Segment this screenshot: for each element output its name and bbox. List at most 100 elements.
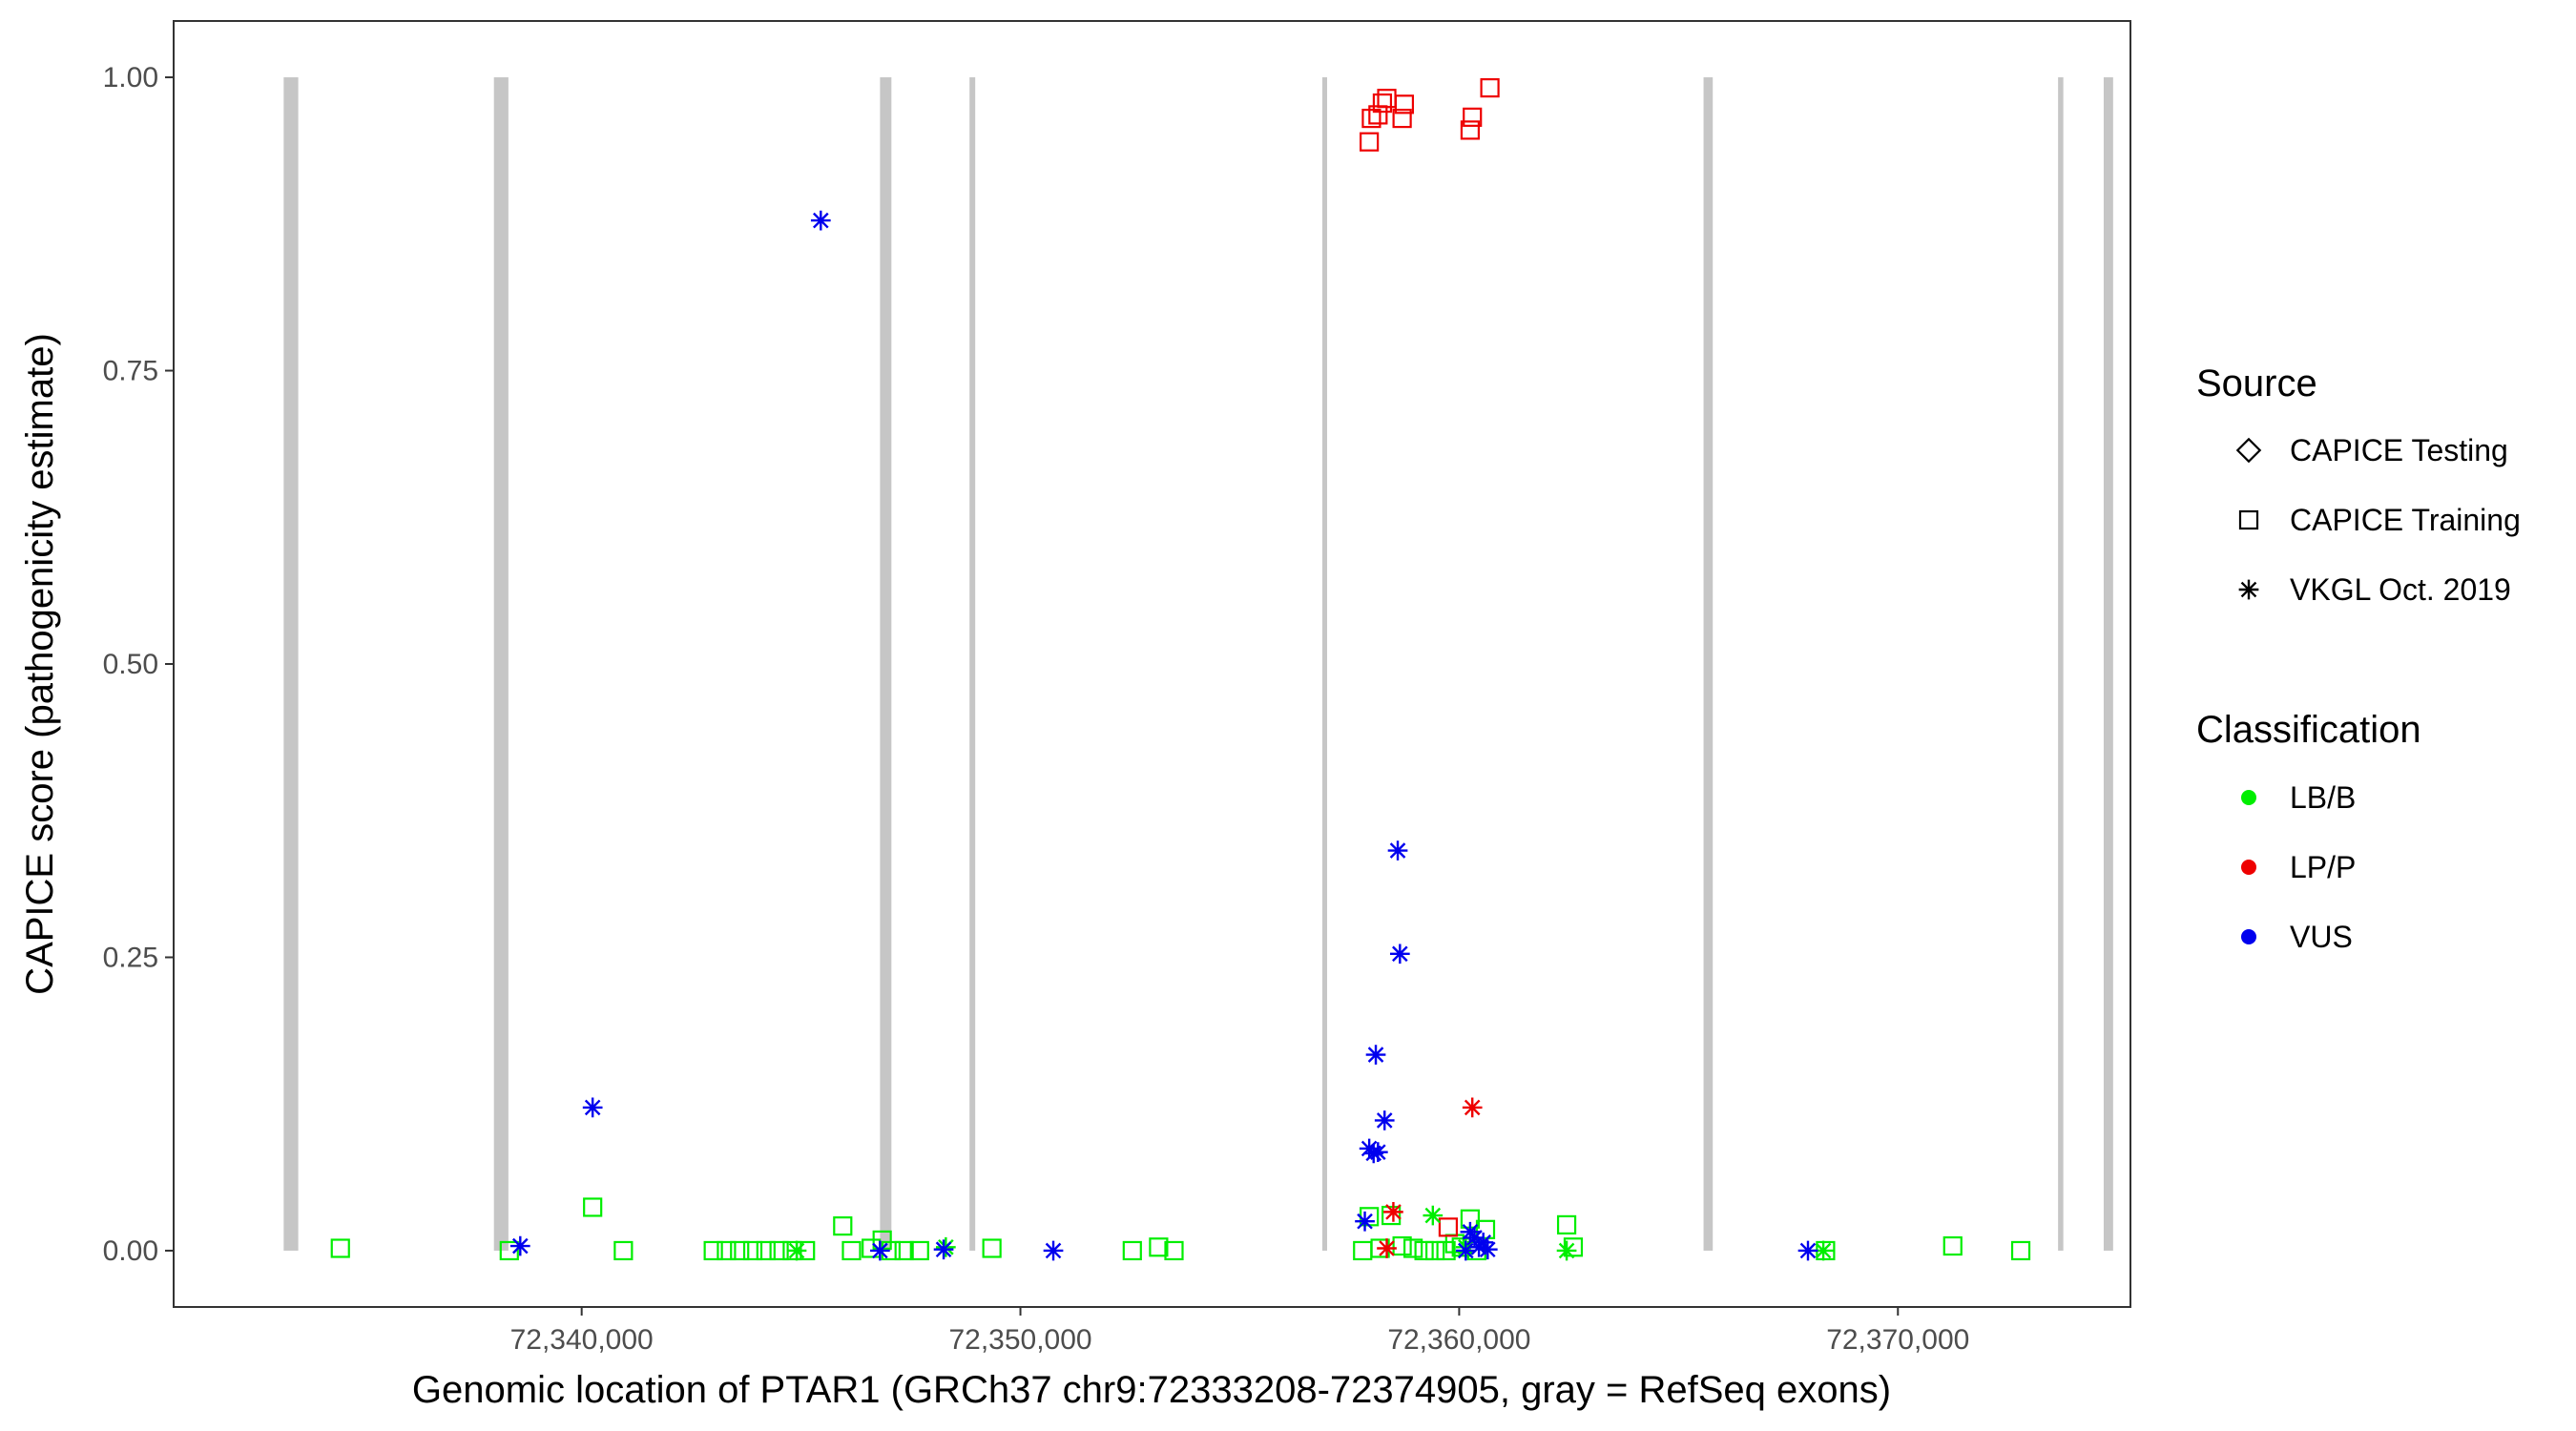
axes: 0.00 0.25 0.50 0.75 1.00 72,340,000 72,350,000… (103, 62, 1970, 1356)
capice-training-lb-b-point (756, 1240, 776, 1261)
exon-band (2103, 77, 2113, 1251)
vkgl-vus-point (1455, 1240, 1476, 1261)
x-tick-label: 72,340,000 (510, 1324, 654, 1356)
vkgl-vus-point (1363, 1143, 1384, 1164)
exon-band (493, 77, 509, 1251)
capice-training-lb-b-point (1414, 1240, 1434, 1261)
vkgl-lp-p-point (1462, 1097, 1483, 1118)
y-tick-label: 0.00 (103, 1235, 158, 1267)
vkgl-lp-p-point (1383, 1202, 1403, 1222)
capice-training-lb-b-point (841, 1240, 862, 1261)
y-tick-label: 0.75 (103, 356, 158, 387)
capice-training-lb-b-point (703, 1240, 723, 1261)
capice-training-lb-b-point (1149, 1237, 1169, 1257)
legend-classification-label: LP/P (2290, 850, 2356, 884)
vkgl-vus-point (1365, 1045, 1386, 1065)
y-tick-label: 0.50 (103, 649, 158, 680)
capice-training-lb-b-point (909, 1240, 929, 1261)
capice-training-lb-b-point (499, 1240, 519, 1261)
vkgl-lb-b-point (786, 1240, 807, 1261)
capice-training-lp-p-point (1372, 93, 1393, 114)
vkgl-vus-point (1374, 1110, 1395, 1130)
vkgl-vus-point (1387, 840, 1408, 861)
exon-band (283, 77, 299, 1251)
exon-bands (283, 77, 2113, 1251)
capice-training-lb-b-point (1942, 1235, 1963, 1256)
capice-training-lb-b-point (613, 1240, 634, 1261)
capice-training-lb-b-point (717, 1240, 737, 1261)
vkgl-vus-point (1043, 1240, 1064, 1261)
vkgl-vus-point (509, 1235, 530, 1256)
x-tick-label: 72,360,000 (1387, 1324, 1530, 1356)
legend-source-label: VKGL Oct. 2019 (2290, 572, 2511, 607)
capice-training-lb-b-point (1475, 1219, 1496, 1239)
capice-training-lb-b-point (1381, 1205, 1402, 1226)
legend-classification-items: LB/B LP/P VUS (2241, 780, 2356, 954)
legend-classification-label: VUS (2290, 920, 2353, 954)
capice-training-lp-p-point (1460, 120, 1481, 140)
legend-square-key (2238, 509, 2259, 530)
vkgl-lp-p-point (1377, 1238, 1397, 1258)
legend-color-key (2241, 790, 2256, 805)
vkgl-vus-point (1367, 1142, 1388, 1162)
vkgl-vus-point (1355, 1211, 1375, 1232)
vkgl-vus-point (1473, 1233, 1494, 1253)
vkgl-lb-b-point (1813, 1240, 1834, 1261)
legend-color-key (2241, 929, 2256, 944)
vkgl-vus-point (810, 210, 831, 231)
capice-training-lb-b-point (833, 1216, 853, 1236)
vkgl-vus-point (1797, 1240, 1818, 1261)
exon-band (969, 77, 976, 1251)
legend-source-label: CAPICE Testing (2290, 433, 2508, 467)
exon-band (1703, 77, 1714, 1251)
legend-classification-title: Classification (2196, 709, 2421, 751)
capice-training-lb-b-point (583, 1197, 603, 1217)
x-tick-label: 72,350,000 (948, 1324, 1091, 1356)
vkgl-vus-point (870, 1240, 890, 1261)
x-tick-label: 72,370,000 (1826, 1324, 1969, 1356)
capice-training-lb-b-point (2010, 1240, 2031, 1261)
legend-color-key (2241, 860, 2256, 875)
exon-band (2058, 77, 2064, 1251)
y-tick-label: 0.25 (103, 942, 158, 973)
capice-training-lb-b-point (730, 1240, 750, 1261)
legend-diamond-key (2235, 437, 2262, 464)
capice-training-lb-b-point (1403, 1238, 1423, 1258)
capice-training-lp-p-point (1438, 1217, 1459, 1237)
capice-training-lb-b-point (894, 1240, 914, 1261)
exon-band (880, 77, 892, 1251)
capice-training-lp-p-point (1392, 108, 1412, 129)
legend-classification-label: LB/B (2290, 780, 2356, 815)
legend-source-title: Source (2196, 363, 2317, 404)
capice-training-lb-b-point (982, 1238, 1002, 1258)
capice-training-lb-b-point (1425, 1240, 1445, 1261)
legend-asterisk-key (2238, 579, 2259, 600)
capice-training-lp-p-point (1394, 94, 1415, 114)
y-axis-title: CAPICE score (pathogenicity estimate) (19, 333, 61, 995)
capice-training-lb-b-point (742, 1240, 763, 1261)
vkgl-vus-point (1389, 944, 1410, 964)
legend-source-items: CAPICE Testing CAPICE Training VKGL Oct. 2… (2235, 433, 2521, 607)
capice-training-lp-p-point (1361, 108, 1381, 129)
capice-training-lb-b-point (330, 1238, 350, 1258)
capice-training-lp-p-point (1360, 132, 1380, 152)
y-tick-label: 1.00 (103, 62, 158, 93)
vkgl-lb-b-point (1556, 1240, 1577, 1261)
capice-training-lp-p-point (1480, 78, 1500, 98)
capice-training-lp-p-point (1463, 107, 1483, 127)
vkgl-lb-b-point (1423, 1205, 1444, 1226)
exon-band (1321, 77, 1327, 1251)
capice-training-lb-b-point (1164, 1240, 1184, 1261)
legend-source-label: CAPICE Training (2290, 503, 2521, 537)
capice-training-lb-b-point (1392, 1235, 1412, 1256)
vkgl-vus-point (933, 1239, 954, 1260)
vkgl-vus-point (582, 1097, 603, 1118)
vkgl-vus-point (1465, 1228, 1485, 1248)
capice-training-lb-b-point (1556, 1214, 1577, 1235)
capice-training-lb-b-point (1122, 1240, 1142, 1261)
x-axis-title: Genomic location of PTAR1 (GRCh37 chr9:7… (412, 1369, 1891, 1411)
legend: Source CAPICE Testing CAPICE Training VKGL… (2196, 363, 2521, 954)
data-points (330, 78, 2031, 1261)
